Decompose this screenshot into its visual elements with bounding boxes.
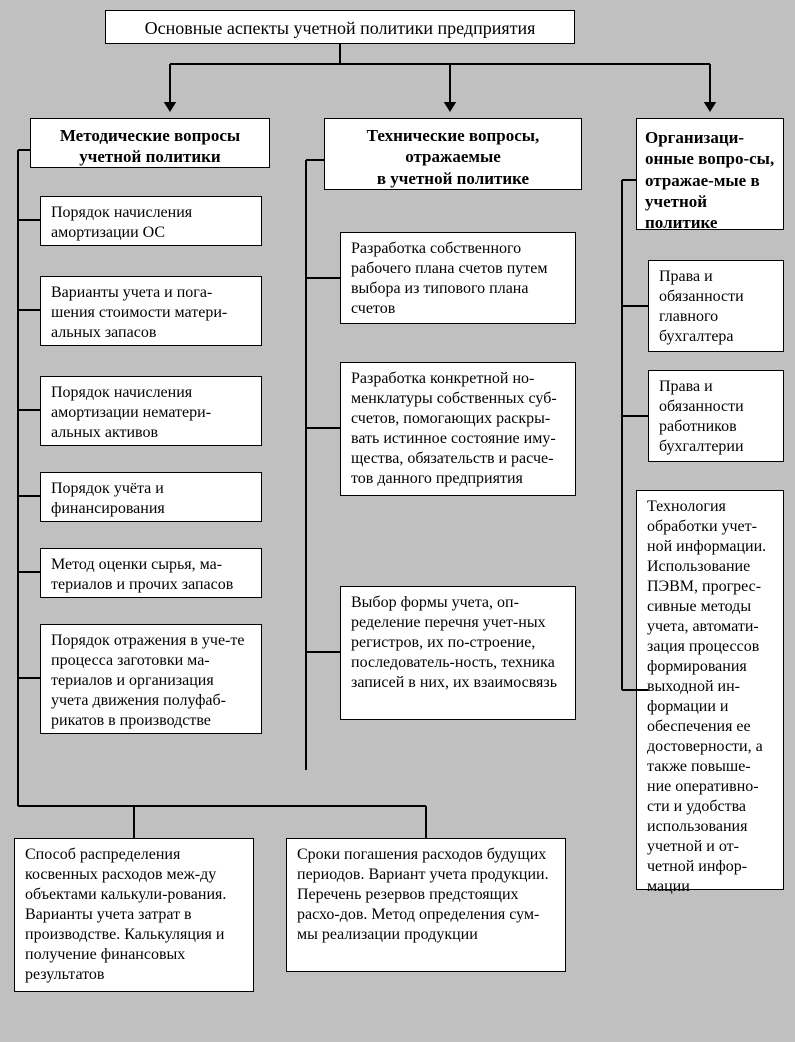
col3-item: Права и обязанности работников бухгалтер… [648,370,784,462]
col1-item: Порядок учёта и финансирования [40,472,262,522]
root-title: Основные аспекты учетной политики предпр… [105,10,575,44]
bottom-item: Сроки погашения расходов будущих периодо… [286,838,566,972]
col1-item: Порядок отражения в уче-те процесса заго… [40,624,262,734]
col2-item: Разработка собственного рабочего плана с… [340,232,576,324]
bottom-item: Способ распределения косвенных расходов … [14,838,254,992]
col2-item: Разработка конкретной но-менклатуры собс… [340,362,576,496]
col1-item: Варианты учета и пога-шения стоимости ма… [40,276,262,346]
col3-item: Технология обработки учет-ной информации… [636,490,784,890]
col1-item: Порядок начисления амортизации нематери-… [40,376,262,446]
col2-header: Технические вопросы, отражаемые в учетно… [324,118,582,190]
col1-header: Методические вопросы учетной политики [30,118,270,168]
col1-item: Порядок начисления амортизации ОС [40,196,262,246]
col3-header: Организаци-онные вопро-сы, отражае-мые в… [636,118,784,230]
col2-item: Выбор формы учета, оп-ределение перечня … [340,586,576,720]
col3-item: Права и обязанности главного бухгалтера [648,260,784,352]
col1-item: Метод оценки сырья, ма-териалов и прочих… [40,548,262,598]
diagram-stage: Основные аспекты учетной политики предпр… [0,0,795,1042]
